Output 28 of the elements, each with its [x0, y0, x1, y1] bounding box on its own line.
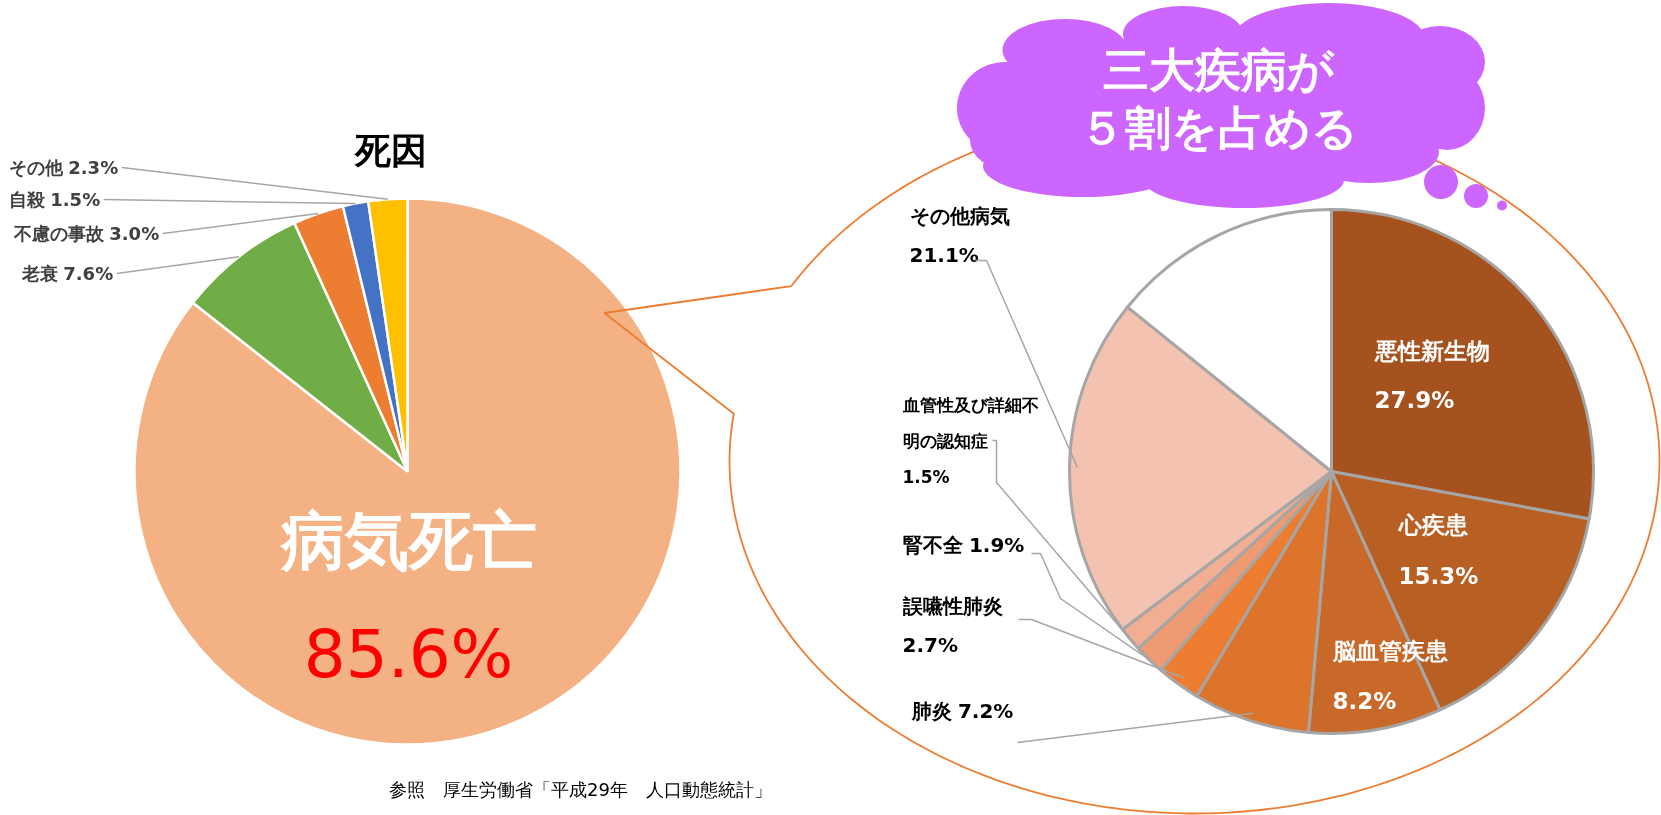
- slice-label: 悪性新生物: [1373, 337, 1490, 364]
- slice-label: その他病気: [909, 203, 1010, 228]
- data-label: 85.6%: [303, 616, 514, 693]
- slice-label: 肺炎: [910, 698, 952, 723]
- data-label: 8.2%: [1332, 687, 1397, 714]
- text: 参照 厚生労働省「平成29年 人口動態統計」: [389, 779, 772, 800]
- text: 三大疾病が５割を占める: [1078, 43, 1358, 155]
- slice-label: 病気死亡: [278, 503, 537, 578]
- data-label: 27.9%: [1374, 386, 1455, 413]
- data-label: 21.1%: [909, 242, 979, 267]
- data-label: 1.5%: [902, 466, 950, 487]
- data-label: 2.7%: [902, 632, 958, 657]
- data-label: 7.2%: [957, 698, 1014, 723]
- slice-label: 不慮の事故: [12, 223, 105, 244]
- data-label: 1.9%: [968, 532, 1025, 557]
- data-label: 15.3%: [1398, 562, 1479, 589]
- slice-label: 血管性及び詳細不明の認知症: [901, 394, 1039, 451]
- slice-label: その他: [8, 157, 64, 178]
- data-label: 2.3%: [68, 157, 119, 178]
- slice-label: 心疾患: [1397, 511, 1469, 538]
- slice-label: 腎不全: [902, 532, 964, 557]
- chart-title: 死因: [353, 130, 427, 171]
- data-label: 1.5%: [50, 189, 101, 210]
- slice-label: 自殺: [8, 189, 46, 210]
- data-label: 3.0%: [109, 223, 160, 244]
- data-label: 7.6%: [63, 263, 114, 284]
- slice-label: 誤嚥性肺炎: [901, 593, 1003, 618]
- slice-label: 老衰: [20, 263, 58, 284]
